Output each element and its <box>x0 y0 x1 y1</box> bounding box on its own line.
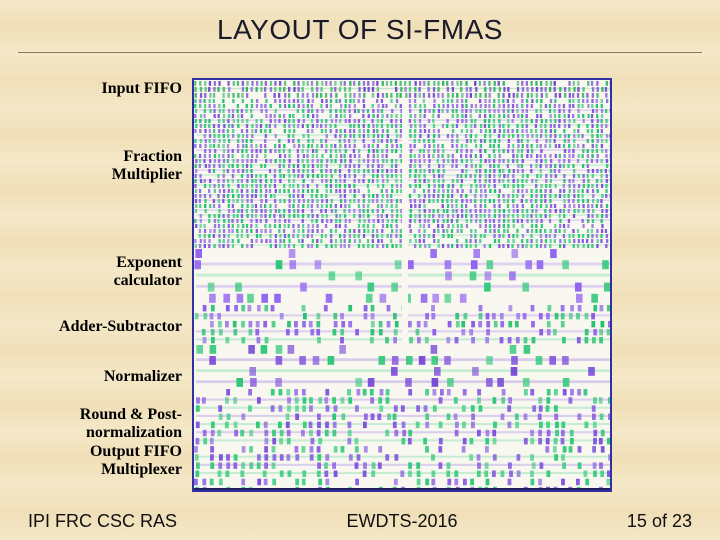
block-label-5: Round & Post- normalization Output FIFO … <box>80 406 182 480</box>
content-area: Input FIFO Fraction Multiplier Exponent ca… <box>0 78 720 502</box>
block-label-1: Fraction Multiplier <box>112 148 182 185</box>
footer-right: 15 of 23 <box>627 511 692 532</box>
slide-title: LAYOUT OF SI-FMAS <box>0 0 720 46</box>
block-label-3: Adder-Subtractor <box>59 318 182 336</box>
block-labels: Input FIFO Fraction Multiplier Exponent ca… <box>0 78 190 502</box>
footer-center: EWDTS-2016 <box>346 511 457 532</box>
block-label-2: Exponent calculator <box>114 254 182 291</box>
footer: IPI FRC CSC RAS EWDTS-2016 15 of 23 <box>0 511 720 532</box>
block-label-4: Normalizer <box>104 368 182 386</box>
footer-left: IPI FRC CSC RAS <box>28 511 177 532</box>
chip-layout <box>192 78 612 492</box>
title-divider <box>18 52 702 53</box>
block-label-0: Input FIFO <box>102 80 182 98</box>
layout-svg <box>194 80 612 492</box>
